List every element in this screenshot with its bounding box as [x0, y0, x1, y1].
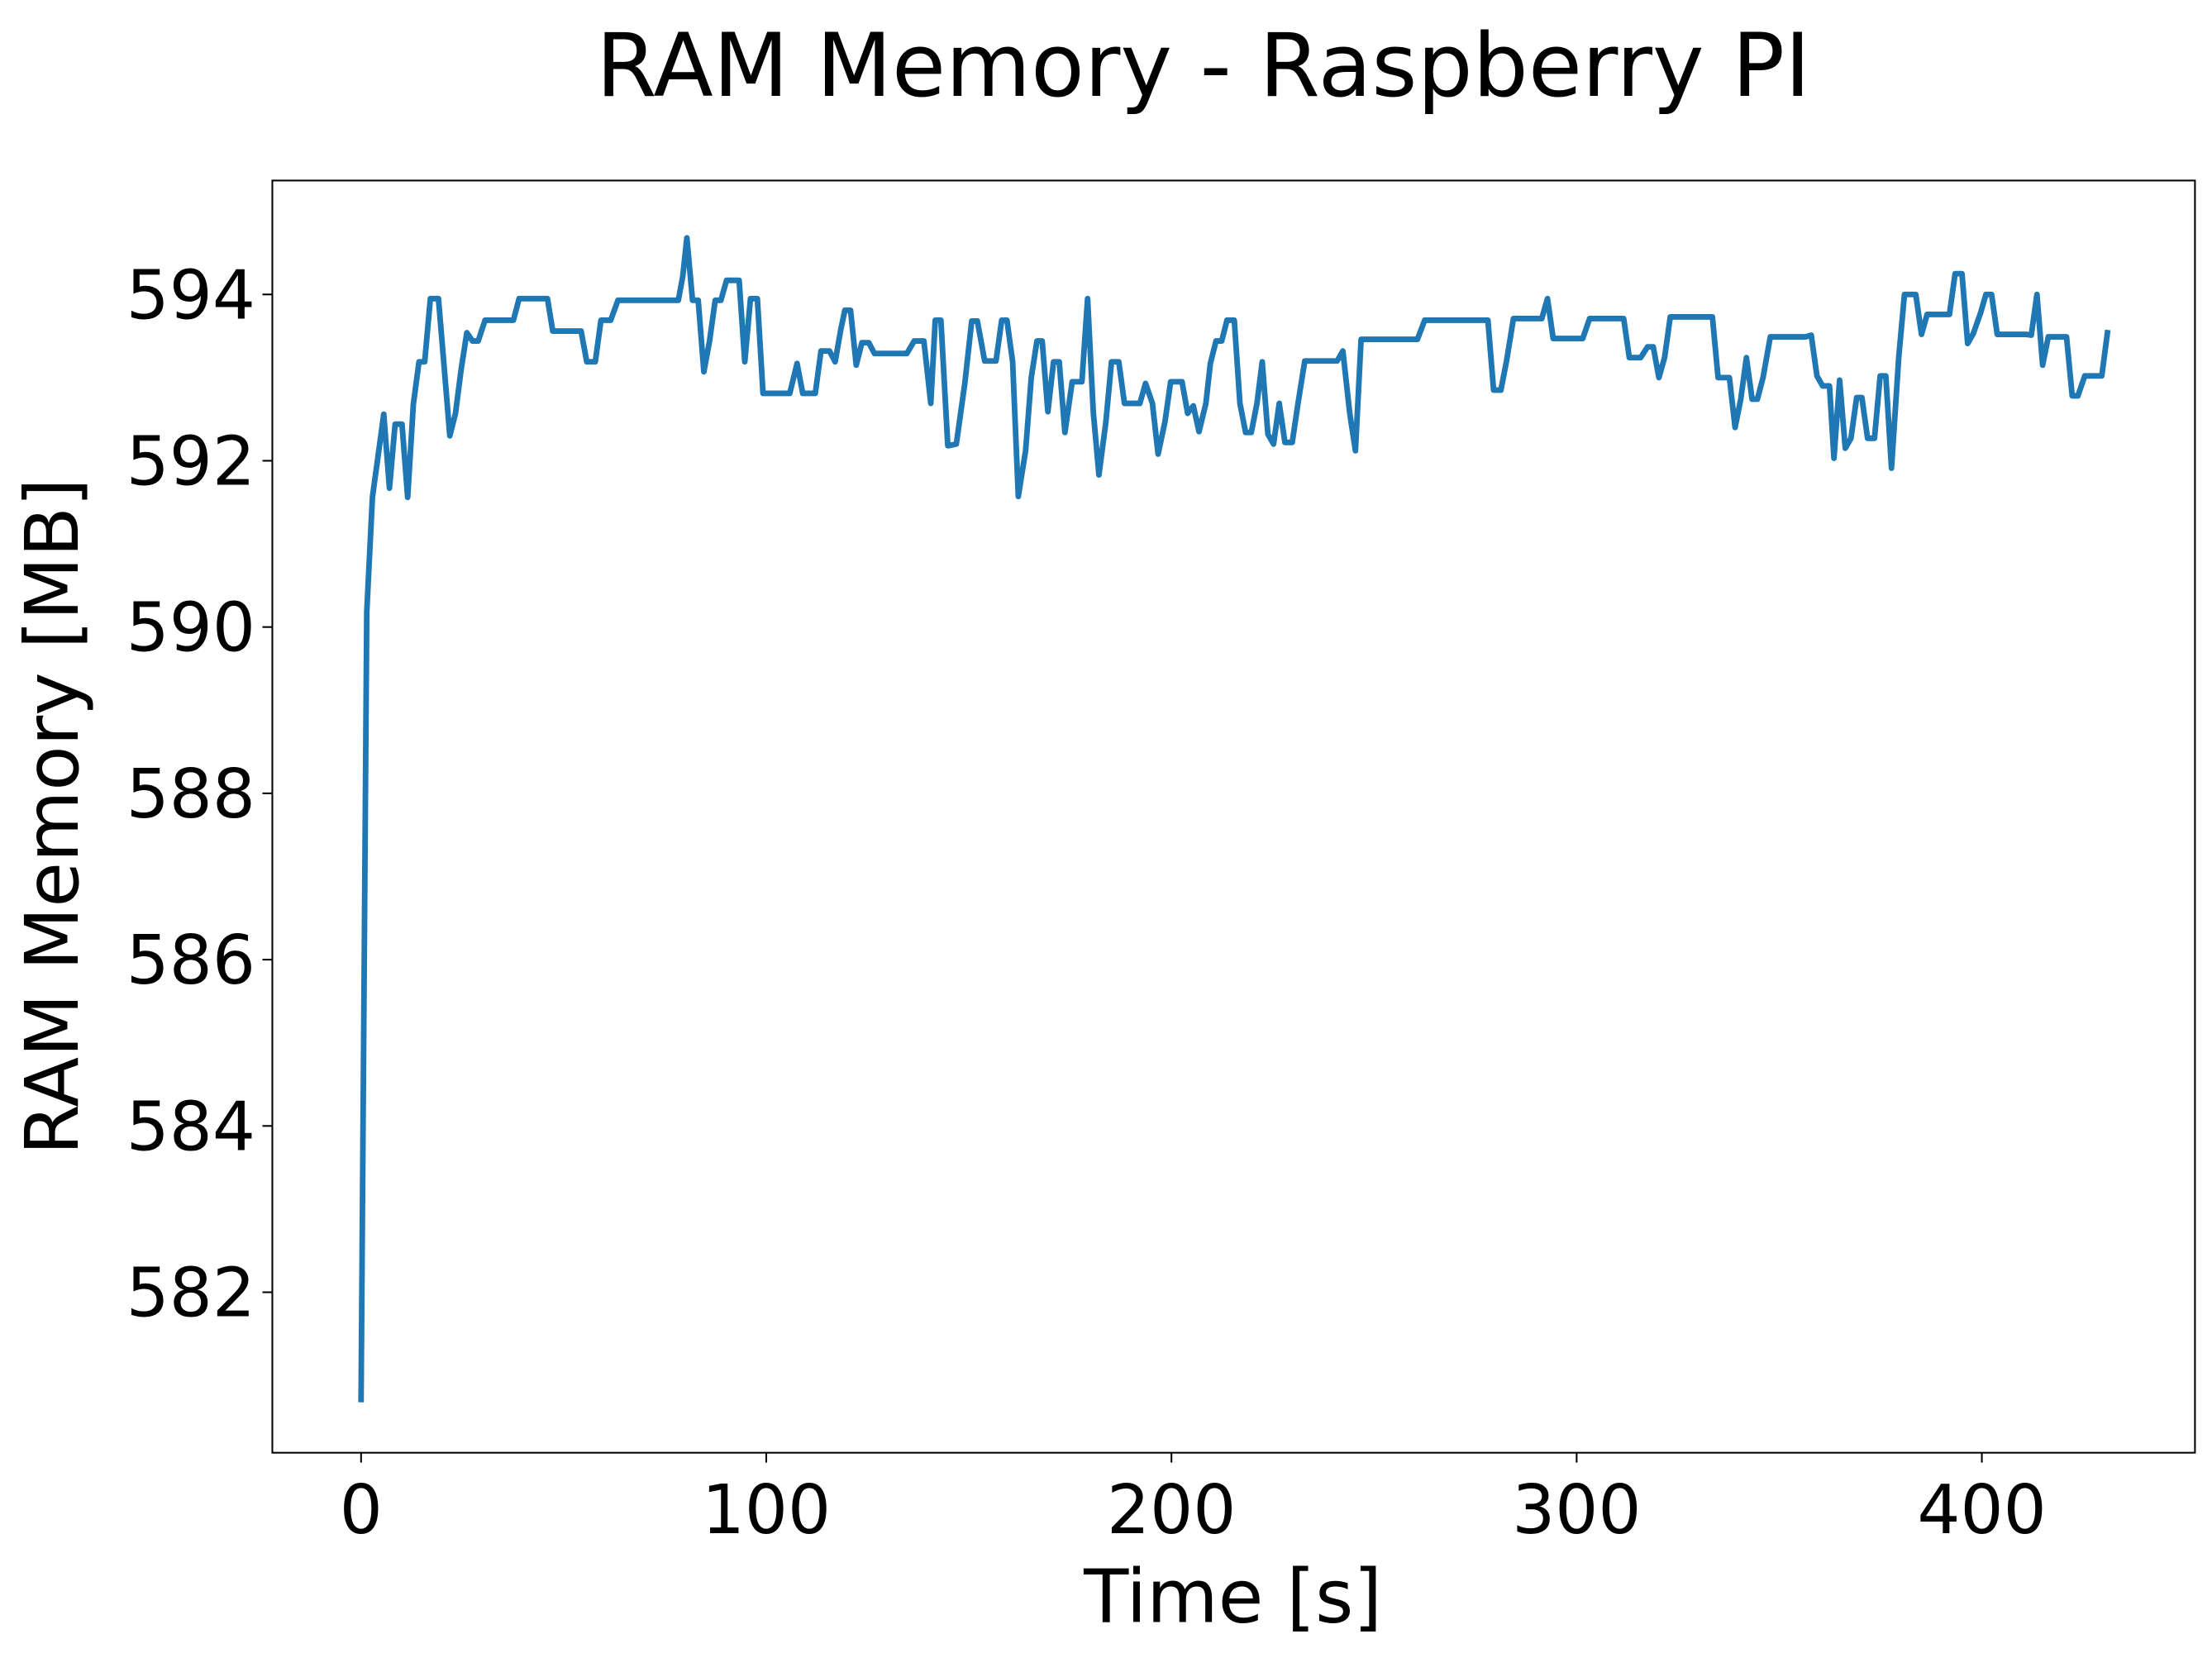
y-tick-label: 582 [126, 1255, 255, 1333]
x-tick-label: 300 [1512, 1471, 1641, 1550]
x-axis-label: Time [s] [1083, 1554, 1382, 1639]
x-tick-label: 400 [1917, 1471, 2046, 1550]
y-axis-label: RAM Memory [MB] [10, 478, 95, 1155]
x-tick-label: 100 [702, 1471, 831, 1550]
x-tick-label: 200 [1107, 1471, 1236, 1550]
y-tick-label: 594 [126, 256, 255, 335]
y-tick-label: 592 [126, 422, 255, 501]
chart-title: RAM Memory - Raspberry PI [596, 15, 1810, 117]
x-tick-label: 0 [340, 1471, 383, 1550]
plot-frame [271, 179, 2196, 1454]
y-tick-label: 586 [126, 922, 255, 1000]
data-line [358, 235, 2111, 1403]
y-tick-label: 588 [126, 755, 255, 834]
y-tick-label: 590 [126, 589, 255, 668]
y-tick-label: 584 [126, 1088, 255, 1166]
